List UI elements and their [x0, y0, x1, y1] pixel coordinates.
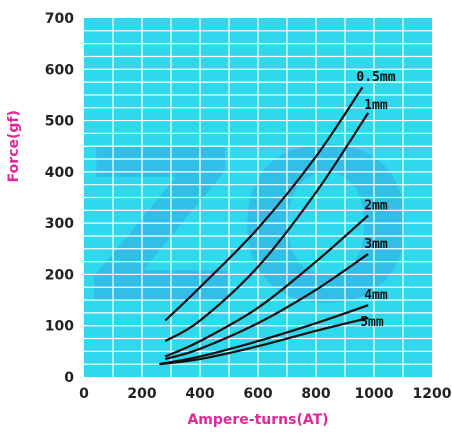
x-tick-labels: 0 200 400 600 800 1000 1200 — [79, 386, 452, 402]
x-tick-label: 1000 — [355, 386, 394, 402]
y-tick-label: 600 — [45, 62, 74, 78]
series-label-4mm: 4mm — [364, 288, 388, 303]
y-tick-label: 700 — [45, 11, 74, 27]
y-tick-label: 0 — [64, 370, 74, 386]
series-line-5mm — [159, 316, 369, 366]
y-axis-title: Force(gf) — [6, 110, 22, 182]
x-tick-label: 400 — [185, 386, 214, 402]
series-line-4mm — [159, 304, 369, 366]
x-axis-title: Ampere-turns(AT) — [187, 412, 328, 428]
y-tick-label: 100 — [45, 319, 74, 335]
y-tick-label: 400 — [45, 165, 74, 181]
series-label-3mm: 3mm — [364, 237, 388, 252]
series-label-2mm: 2mm — [364, 198, 388, 213]
x-tick-label: 600 — [243, 386, 272, 402]
x-tick-label: 200 — [127, 386, 156, 402]
x-tick-label: 0 — [79, 386, 89, 402]
series-line-1mm — [164, 112, 370, 343]
x-tick-label: 1200 — [413, 386, 452, 402]
y-tick-label: 300 — [45, 216, 74, 232]
series-line-3mm — [164, 253, 369, 361]
y-tick-label: 200 — [45, 267, 74, 283]
y-tick-labels: 0 100 200 300 400 500 600 700 — [45, 11, 74, 386]
x-tick-label: 800 — [301, 386, 330, 402]
series-label-1mm: 1mm — [364, 98, 388, 113]
series-line-2mm — [164, 214, 369, 358]
series-label-5mm: 5mm — [360, 315, 384, 330]
series-label-0.5mm: 0.5mm — [356, 70, 395, 85]
grid-lines — [84, 18, 432, 377]
series-lines: 0.5mm 1mm 2mm 3mm 4mm 5mm — [159, 70, 396, 366]
y-tick-label: 500 — [45, 114, 74, 130]
series-line-0.5mm — [164, 86, 364, 322]
